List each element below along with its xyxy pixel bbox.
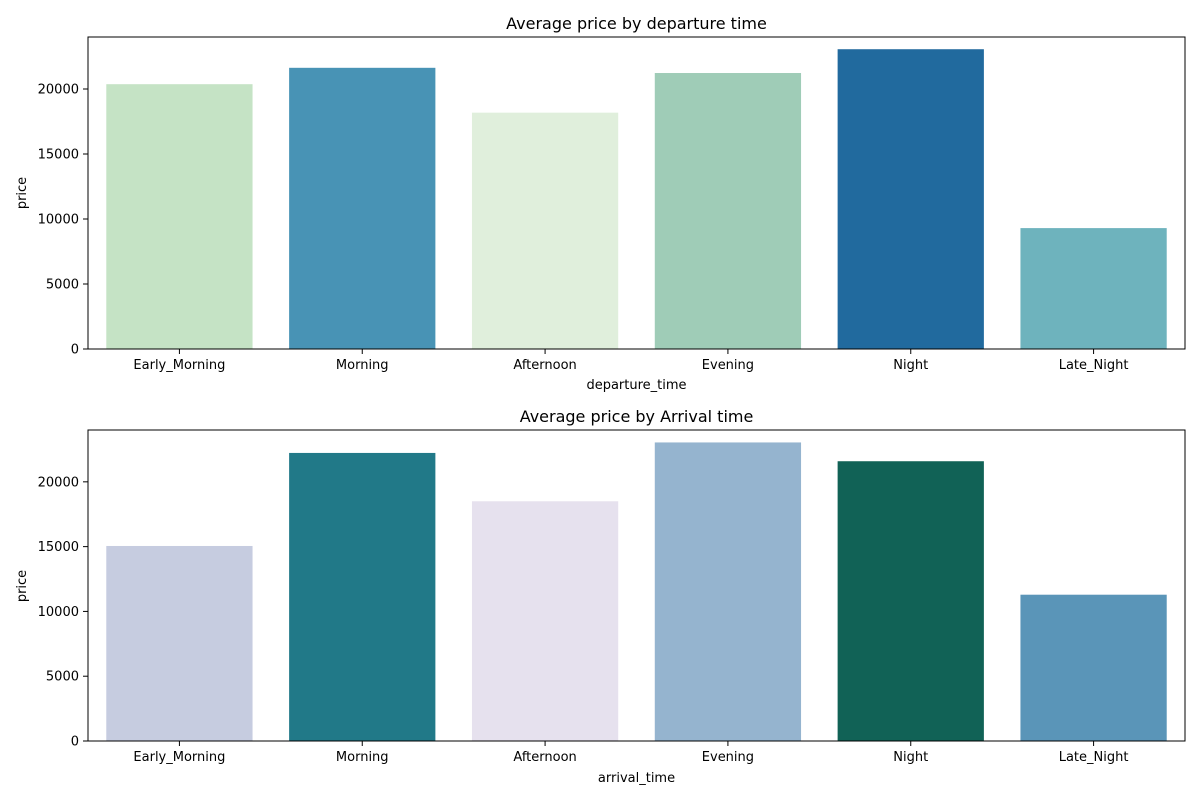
x-tick-label: Late_Night: [1059, 750, 1129, 765]
y-tick-label: 10000: [38, 605, 79, 620]
axes-frame: [87, 429, 1186, 742]
y-tick-label: 0: [71, 735, 79, 750]
x-axis-label: departure_time: [586, 378, 686, 393]
y-tick-label: 15000: [38, 148, 79, 163]
bar-afternoon: [471, 112, 619, 349]
plot-area: Early_Morning Morning Afternoon Evening Nigh…: [38, 429, 1186, 765]
chart-departure: Average price by departure time departur…: [15, 14, 1186, 393]
x-tick-label: Night: [893, 750, 928, 765]
y-axis-label: price: [15, 177, 30, 209]
y-tick-label: 0: [71, 343, 79, 358]
axes-frame: [87, 36, 1186, 350]
x-tick-label: Early_Morning: [133, 358, 225, 373]
bar-morning: [289, 67, 436, 349]
bar-early-morning: [106, 84, 253, 349]
bar-night: [837, 49, 984, 349]
plot-area: Early_Morning Morning Afternoon Evening Nigh…: [38, 36, 1186, 373]
bar-late-night: [1020, 228, 1167, 349]
bar-evening: [654, 73, 802, 349]
chart-arrival: Average price by Arrival time arrival_ti…: [15, 407, 1186, 786]
x-axis-label: arrival_time: [598, 771, 675, 786]
x-tick-label: Evening: [702, 750, 754, 765]
bar-late-night: [1020, 594, 1167, 741]
bar-night: [837, 461, 984, 741]
y-tick-label: 15000: [38, 540, 79, 555]
y-tick-label: 20000: [38, 475, 79, 490]
y-tick-label: 5000: [46, 670, 79, 685]
bar-afternoon: [471, 501, 619, 741]
bar-early-morning: [106, 545, 253, 741]
y-tick-label: 10000: [38, 213, 79, 228]
chart-title: Average price by departure time: [506, 14, 767, 33]
x-tick-label: Afternoon: [513, 358, 576, 373]
x-tick-label: Night: [893, 358, 928, 373]
x-tick-label: Evening: [702, 358, 754, 373]
x-tick-label: Early_Morning: [133, 750, 225, 765]
x-tick-label: Morning: [336, 750, 389, 765]
y-axis-label: price: [15, 570, 30, 602]
x-tick-label: Late_Night: [1059, 358, 1129, 373]
y-tick-label: 5000: [46, 278, 79, 293]
x-tick-label: Morning: [336, 358, 389, 373]
chart-title: Average price by Arrival time: [520, 407, 754, 426]
x-tick-label: Afternoon: [513, 750, 576, 765]
y-tick-label: 20000: [38, 83, 79, 98]
bar-evening: [654, 442, 802, 741]
bar-morning: [289, 452, 436, 741]
